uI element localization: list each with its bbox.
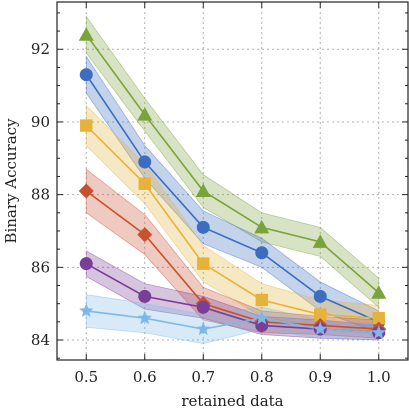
data-point-triangle-0-4 xyxy=(312,234,328,248)
data-point-square-2-1 xyxy=(138,177,151,190)
data-point-triangle-0-3 xyxy=(254,219,270,234)
data-point-circle-1-2 xyxy=(196,220,210,234)
data-point-star-5-1 xyxy=(137,310,152,325)
x-tick-labels: 0.5 0.6 0.7 0.8 0.9 1.0 xyxy=(74,368,390,386)
data-point-triangle-0-5 xyxy=(371,285,387,299)
y-axis-title: Binary Accuracy xyxy=(2,118,20,244)
y-tick-label: 86 xyxy=(31,258,50,276)
series-line-5 xyxy=(86,310,379,334)
data-point-triangle-0-2 xyxy=(195,183,211,197)
data-point-star-5-4 xyxy=(313,321,328,336)
data-point-circle-4-0 xyxy=(79,257,93,271)
axis-ticks xyxy=(57,2,408,360)
plot-frame xyxy=(56,1,409,361)
x-tick-label: 0.5 xyxy=(74,368,98,386)
data-point-square-2-5 xyxy=(372,312,385,325)
data-point-diamond-3-1 xyxy=(137,227,153,243)
series-line-0 xyxy=(85,34,380,294)
data-point-circle-1-4 xyxy=(313,289,327,303)
x-tick-label: 0.6 xyxy=(133,368,157,386)
x-tick-label: 0.9 xyxy=(308,368,332,386)
x-tick-label: 0.8 xyxy=(250,368,274,386)
series-lines xyxy=(85,34,380,334)
data-point-star-5-2 xyxy=(196,321,211,336)
data-point-circle-1-1 xyxy=(138,155,152,169)
data-point-star-5-0 xyxy=(79,303,94,317)
x-tick-label: 0.7 xyxy=(191,368,215,386)
data-point-star-5-5 xyxy=(371,325,386,339)
data-point-star-5-3 xyxy=(254,310,269,325)
data-point-triangle-0-1 xyxy=(137,107,153,121)
x-tick-label: 1.0 xyxy=(367,368,391,386)
y-tick-label: 88 xyxy=(31,186,50,204)
data-point-circle-1-3 xyxy=(255,246,269,260)
series-markers xyxy=(78,27,387,340)
series-band-5 xyxy=(85,294,380,345)
y-tick-label: 84 xyxy=(31,331,50,349)
data-point-square-2-4 xyxy=(314,308,327,321)
data-point-circle-4-2 xyxy=(196,300,210,314)
series-line-2 xyxy=(85,125,379,319)
series-band-0 xyxy=(85,15,380,309)
data-point-square-2-2 xyxy=(197,257,210,270)
data-point-square-2-3 xyxy=(255,293,268,307)
data-point-circle-4-1 xyxy=(138,289,152,303)
data-point-square-2-0 xyxy=(80,119,93,132)
data-point-triangle-0-0 xyxy=(78,27,94,41)
series-line-1 xyxy=(85,74,380,323)
data-point-diamond-3-0 xyxy=(78,183,94,199)
y-tick-label: 90 xyxy=(31,113,50,131)
grid xyxy=(57,2,408,360)
y-tick-labels: 84 86 88 90 92 xyxy=(31,40,50,349)
data-point-circle-1-0 xyxy=(79,68,93,82)
confidence-bands xyxy=(85,15,380,345)
y-tick-label: 92 xyxy=(31,40,50,58)
x-axis-title: retained data xyxy=(181,392,283,410)
series-line-3 xyxy=(85,190,379,330)
